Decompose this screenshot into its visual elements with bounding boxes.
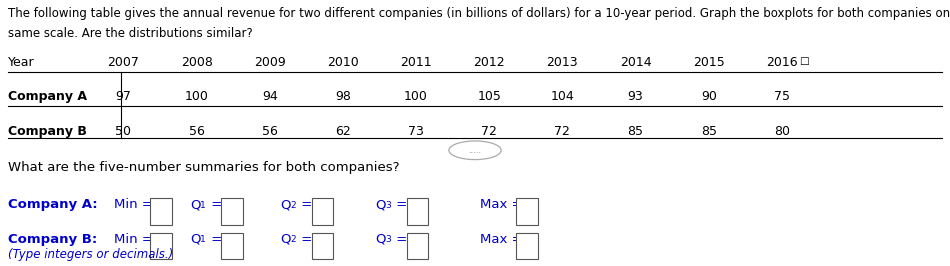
Text: =: = [392,198,408,211]
FancyBboxPatch shape [516,233,538,259]
Text: The following table gives the annual revenue for two different companies (in bil: The following table gives the annual rev… [8,7,950,20]
Text: =: = [297,198,313,211]
Text: 93: 93 [628,90,643,103]
Text: 2: 2 [291,201,296,210]
Text: =: = [392,233,408,246]
Text: Year: Year [8,56,34,69]
Text: □: □ [799,56,808,66]
Text: Q: Q [280,233,291,246]
Text: 3: 3 [386,201,391,210]
Text: 2010: 2010 [327,56,359,69]
Text: 72: 72 [555,125,570,138]
Text: =: = [297,233,313,246]
Text: 50: 50 [116,125,131,138]
Text: Q: Q [190,233,200,246]
Text: 85: 85 [701,125,716,138]
Text: Q: Q [190,198,200,211]
Text: 80: 80 [774,125,789,138]
Text: 73: 73 [408,125,424,138]
Text: Max =: Max = [480,198,522,211]
Text: =: = [207,233,222,246]
Text: Company B:: Company B: [8,233,97,246]
FancyBboxPatch shape [312,233,333,259]
Text: 56: 56 [262,125,277,138]
Text: Company A:: Company A: [8,198,97,211]
Text: 85: 85 [628,125,643,138]
Text: 56: 56 [189,125,204,138]
Text: 97: 97 [116,90,131,103]
Text: Q: Q [280,198,291,211]
FancyBboxPatch shape [221,233,243,259]
Text: 2009: 2009 [254,56,286,69]
Text: .....: ..... [468,146,482,155]
Text: Min =: Min = [114,233,153,246]
Text: 2012: 2012 [473,56,505,69]
Text: 2013: 2013 [546,56,579,69]
Text: 2007: 2007 [107,56,140,69]
Text: 100: 100 [184,90,209,103]
Text: same scale. Are the distributions similar?: same scale. Are the distributions simila… [8,27,253,40]
Text: 100: 100 [404,90,428,103]
Text: 98: 98 [335,90,351,103]
Text: 3: 3 [386,235,391,244]
Text: Company B: Company B [8,125,86,138]
Text: 72: 72 [482,125,497,138]
Text: 90: 90 [701,90,716,103]
Text: 2016: 2016 [766,56,798,69]
Text: Company A: Company A [8,90,86,103]
FancyBboxPatch shape [516,198,538,225]
Text: 2015: 2015 [693,56,725,69]
Text: Q: Q [375,198,386,211]
Text: What are the five-number summaries for both companies?: What are the five-number summaries for b… [8,161,399,174]
Text: =: = [207,198,222,211]
Text: (Type integers or decimals.): (Type integers or decimals.) [8,248,173,261]
Text: 2014: 2014 [619,56,652,69]
Ellipse shape [448,141,502,160]
Text: 75: 75 [774,90,789,103]
Text: 94: 94 [262,90,277,103]
FancyBboxPatch shape [407,198,428,225]
FancyBboxPatch shape [312,198,333,225]
Text: Max =: Max = [480,233,522,246]
Text: Q: Q [375,233,386,246]
Text: 62: 62 [335,125,351,138]
Text: 1: 1 [200,235,206,244]
FancyBboxPatch shape [150,233,172,259]
Text: 104: 104 [551,90,574,103]
Text: 105: 105 [477,90,502,103]
Text: 2: 2 [291,235,296,244]
Text: 2008: 2008 [180,56,213,69]
FancyBboxPatch shape [221,198,243,225]
FancyBboxPatch shape [407,233,428,259]
FancyBboxPatch shape [150,198,172,225]
Text: Min =: Min = [114,198,153,211]
Text: 1: 1 [200,201,206,210]
Text: 2011: 2011 [400,56,432,69]
